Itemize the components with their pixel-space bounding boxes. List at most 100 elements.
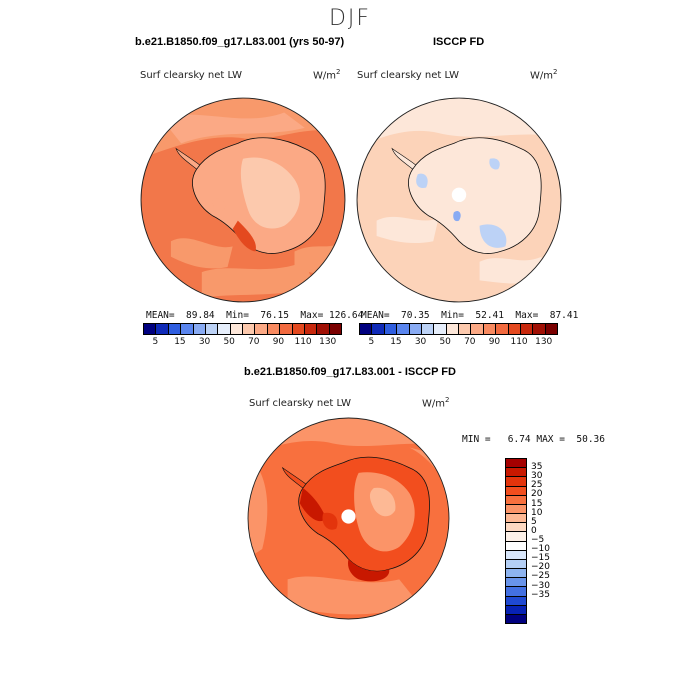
panel-b-variable: Surf clearsky net LW — [357, 70, 460, 81]
colorbar-tick-label: 70 — [464, 337, 476, 347]
colorbar-swatch — [304, 324, 318, 334]
colorbar-swatch — [506, 596, 526, 606]
colorbar-tick-label: 90 — [488, 337, 501, 347]
colorbar-swatch — [506, 468, 526, 478]
diff-colorbar-labels: 35 30 25 20 15 10 5 0 −5 −10 −15 −20 −25 −30 −35 — [531, 458, 571, 622]
colorbar-swatch — [230, 324, 243, 334]
colorbar-swatch — [506, 495, 526, 505]
panel-a-stats: MEAN= 89.84 Min= 76.15 Max= 126.64 — [146, 310, 364, 321]
colorbar-tick-label: 20 — [531, 489, 543, 500]
colorbar-swatch — [459, 324, 472, 334]
colorbar-swatch — [156, 324, 169, 334]
colorbar-swatch — [317, 324, 330, 334]
panel-a-polar-map — [140, 97, 346, 303]
panel-b-colorbar — [359, 323, 558, 335]
colorbar-swatch — [506, 605, 526, 615]
colorbar-swatch — [506, 523, 526, 533]
colorbar-swatch — [409, 324, 422, 334]
colorbar-tick-label: −5 — [531, 535, 545, 545]
colorbar-tick-label: 15 — [390, 337, 402, 347]
colorbar-swatch — [506, 514, 526, 524]
colorbar-swatch — [360, 324, 373, 334]
colorbar-swatch — [506, 486, 526, 496]
colorbar-tick-label: 30 — [414, 337, 427, 347]
panel-a-colorbar — [143, 323, 342, 335]
colorbar-tick-label: −20 — [531, 562, 550, 573]
colorbar-tick-label: 0 — [531, 525, 537, 536]
colorbar-swatch — [193, 324, 206, 334]
colorbar-swatch — [496, 324, 509, 334]
colorbar-swatch — [506, 614, 526, 624]
colorbar-swatch — [506, 569, 526, 579]
colorbar-swatch — [205, 324, 219, 334]
colorbar-swatch — [506, 550, 526, 560]
colorbar-swatch — [218, 324, 231, 334]
season-title: DJF — [328, 6, 372, 31]
colorbar-swatch — [397, 324, 410, 334]
colorbar-tick-label: −30 — [531, 580, 550, 591]
colorbar-swatch — [421, 324, 435, 334]
colorbar-swatch — [181, 324, 194, 334]
colorbar-tick-label: 25 — [531, 480, 543, 491]
colorbar-swatch — [446, 324, 459, 334]
colorbar-tick-label: 110 — [294, 337, 312, 347]
panel-b-polar-map — [356, 97, 562, 303]
colorbar-swatch — [483, 324, 497, 334]
colorbar-tick-label: 70 — [248, 337, 260, 347]
panel-a-title: b.e21.B1850.f09_g17.L83.001 (yrs 50-97) — [135, 36, 345, 48]
colorbar-tick-label: −10 — [531, 544, 550, 555]
colorbar-swatch — [471, 324, 484, 334]
panel-b-colorbar-labels: 5 15 30 50 70 90 110 130 — [359, 337, 556, 349]
colorbar-swatch — [506, 587, 526, 597]
panel-b-units: W/m2 — [530, 68, 558, 82]
colorbar-swatch — [280, 324, 293, 334]
colorbar-tick-label: −35 — [531, 589, 550, 600]
colorbar-swatch — [506, 559, 526, 570]
colorbar-swatch — [506, 578, 526, 588]
colorbar-tick-label: 130 — [535, 337, 553, 347]
colorbar-tick-label: 30 — [198, 337, 211, 347]
panel-c-variable: Surf clearsky net LW — [249, 398, 352, 409]
panel-b-title: ISCCP FD — [433, 36, 485, 48]
colorbar-swatch — [292, 324, 305, 334]
colorbar-swatch — [520, 324, 534, 334]
colorbar-swatch — [434, 324, 447, 334]
colorbar-swatch — [506, 532, 526, 542]
colorbar-tick-label: 15 — [531, 498, 543, 509]
colorbar-swatch — [243, 324, 256, 334]
colorbar-tick-label: 10 — [531, 507, 543, 518]
colorbar-swatch — [506, 477, 526, 487]
panel-c-units: W/m2 — [422, 396, 450, 410]
colorbar-tick-label: 130 — [319, 337, 337, 347]
colorbar-swatch — [506, 459, 526, 469]
colorbar-tick-label: 5 — [368, 337, 375, 347]
panel-c-title: b.e21.B1850.f09_g17.L83.001 - ISCCP FD — [244, 366, 456, 378]
colorbar-swatch — [545, 324, 557, 334]
colorbar-tick-label: 5 — [531, 516, 537, 527]
colorbar-tick-label: 30 — [531, 471, 543, 482]
colorbar-swatch — [533, 324, 546, 334]
colorbar-swatch — [506, 504, 526, 515]
colorbar-swatch — [144, 324, 157, 334]
colorbar-swatch — [384, 324, 398, 334]
panel-c-polar-map — [247, 417, 450, 620]
colorbar-tick-label: 50 — [439, 337, 451, 347]
colorbar-tick-label: −25 — [531, 571, 550, 582]
colorbar-tick-label: 15 — [174, 337, 186, 347]
colorbar-swatch — [267, 324, 281, 334]
colorbar-swatch — [372, 324, 385, 334]
colorbar-swatch — [255, 324, 268, 334]
colorbar-tick-label: −15 — [531, 553, 550, 564]
colorbar-swatch — [506, 541, 526, 551]
panel-a-colorbar-labels: 5 15 30 50 70 90 110 130 — [143, 337, 340, 349]
colorbar-swatch — [329, 324, 341, 334]
colorbar-tick-label: 50 — [223, 337, 235, 347]
colorbar-tick-label: 5 — [152, 337, 159, 347]
colorbar-tick-label: 35 — [531, 462, 543, 473]
colorbar-tick-label: 90 — [272, 337, 285, 347]
colorbar-tick-label: 110 — [510, 337, 528, 347]
diff-colorbar — [505, 458, 527, 624]
panel-c-stats: MIN = 6.74 MAX = 50.36 — [462, 434, 605, 445]
colorbar-swatch — [508, 324, 521, 334]
panel-a-variable: Surf clearsky net LW — [140, 70, 243, 81]
